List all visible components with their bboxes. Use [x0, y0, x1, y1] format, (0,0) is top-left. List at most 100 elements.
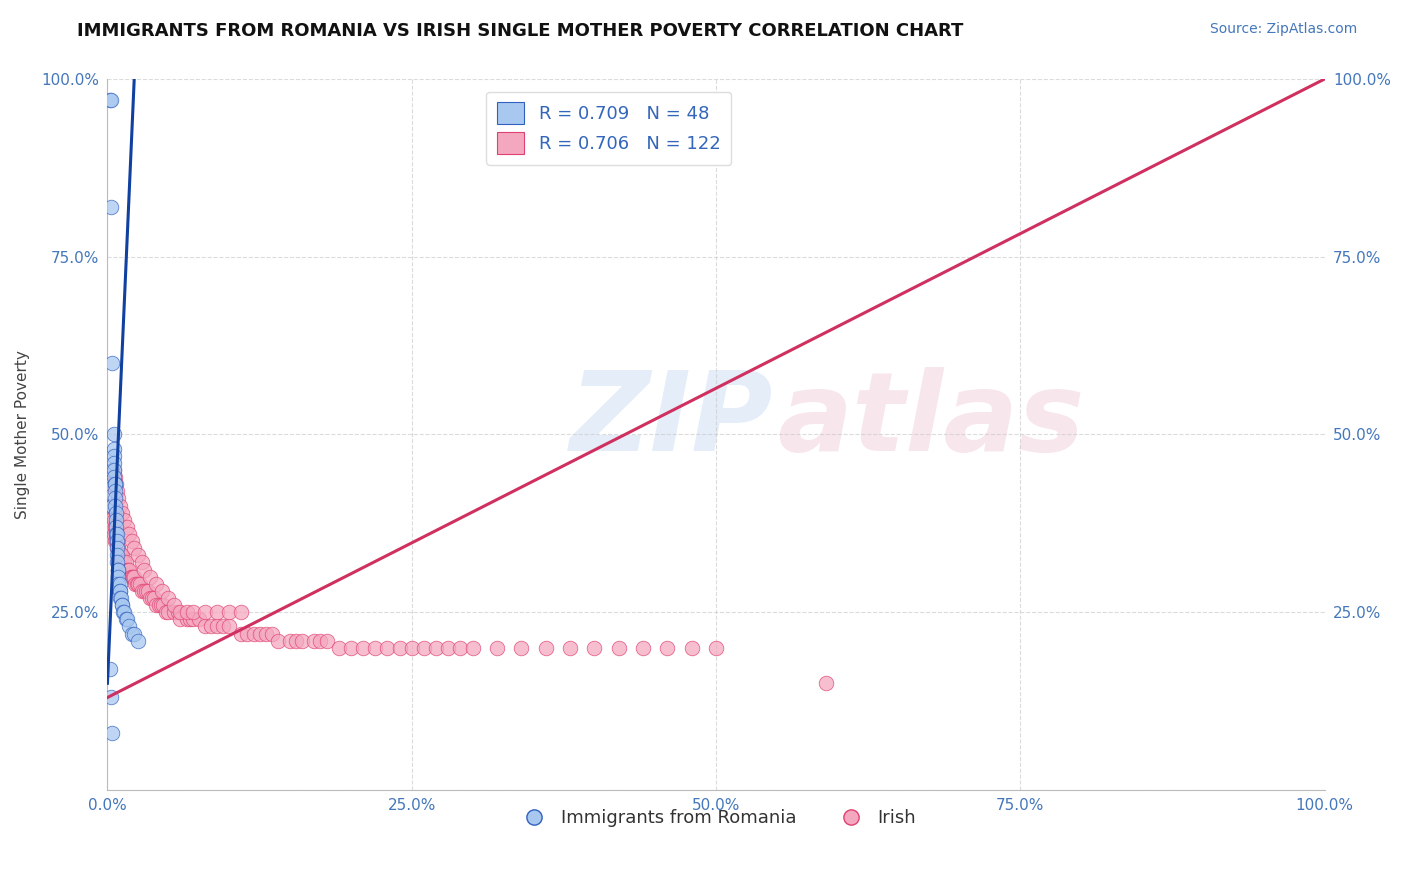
Point — [114, 513, 136, 527]
Point — [104, 534, 127, 549]
Point — [104, 477, 127, 491]
Text: Source: ZipAtlas.com: Source: ZipAtlas.com — [1209, 22, 1357, 37]
Point — [132, 562, 155, 576]
Point — [98, 93, 121, 107]
Point — [114, 605, 136, 619]
Point — [107, 576, 129, 591]
Point — [131, 556, 153, 570]
Point — [122, 569, 145, 583]
Point — [104, 534, 127, 549]
Point — [425, 640, 447, 655]
Point — [107, 562, 129, 576]
Point — [254, 626, 277, 640]
Point — [127, 549, 149, 563]
Point — [115, 562, 138, 576]
Point — [657, 640, 679, 655]
Point — [131, 583, 153, 598]
Point — [148, 598, 170, 612]
Text: IMMIGRANTS FROM ROMANIA VS IRISH SINGLE MOTHER POVERTY CORRELATION CHART: IMMIGRANTS FROM ROMANIA VS IRISH SINGLE … — [77, 22, 963, 40]
Point — [108, 576, 131, 591]
Point — [104, 470, 127, 484]
Point — [104, 527, 127, 541]
Point — [212, 619, 235, 633]
Point — [122, 626, 145, 640]
Point — [105, 556, 128, 570]
Point — [304, 633, 326, 648]
Point — [107, 562, 129, 576]
Point — [103, 527, 125, 541]
Y-axis label: Single Mother Poverty: Single Mother Poverty — [15, 350, 30, 519]
Point — [112, 556, 135, 570]
Point — [437, 640, 460, 655]
Point — [583, 640, 606, 655]
Point — [122, 541, 145, 556]
Point — [157, 591, 180, 605]
Point — [179, 612, 201, 626]
Point — [218, 619, 240, 633]
Point — [101, 463, 124, 477]
Point — [107, 541, 129, 556]
Point — [163, 598, 186, 612]
Point — [117, 562, 139, 576]
Point — [231, 626, 253, 640]
Point — [163, 605, 186, 619]
Point — [104, 499, 127, 513]
Point — [101, 499, 124, 513]
Point — [104, 513, 127, 527]
Point — [104, 477, 127, 491]
Point — [231, 605, 253, 619]
Point — [607, 640, 630, 655]
Point — [681, 640, 703, 655]
Point — [104, 477, 127, 491]
Point — [107, 541, 129, 556]
Point — [110, 549, 132, 563]
Legend: Immigrants from Romania, Irish: Immigrants from Romania, Irish — [509, 802, 924, 834]
Point — [449, 640, 471, 655]
Point — [103, 442, 125, 456]
Point — [120, 569, 142, 583]
Point — [200, 619, 222, 633]
Point — [139, 591, 162, 605]
Point — [558, 640, 581, 655]
Point — [236, 626, 259, 640]
Point — [111, 506, 134, 520]
Point — [104, 527, 127, 541]
Point — [103, 463, 125, 477]
Point — [377, 640, 399, 655]
Point — [100, 690, 122, 705]
Point — [100, 477, 122, 491]
Point — [118, 619, 141, 633]
Point — [105, 541, 128, 556]
Point — [105, 484, 128, 499]
Point — [103, 470, 125, 484]
Point — [104, 506, 127, 520]
Point — [194, 619, 217, 633]
Point — [141, 591, 163, 605]
Point — [111, 549, 134, 563]
Point — [101, 726, 124, 740]
Point — [105, 527, 128, 541]
Point — [100, 200, 122, 214]
Point — [114, 556, 136, 570]
Point — [187, 612, 209, 626]
Point — [534, 640, 557, 655]
Point — [461, 640, 484, 655]
Point — [100, 93, 122, 107]
Point — [155, 605, 177, 619]
Point — [364, 640, 387, 655]
Point — [152, 598, 174, 612]
Point — [111, 598, 134, 612]
Point — [121, 626, 143, 640]
Point — [108, 549, 131, 563]
Point — [100, 513, 122, 527]
Point — [267, 633, 290, 648]
Point — [101, 520, 124, 534]
Point — [108, 591, 131, 605]
Point — [103, 513, 125, 527]
Point — [309, 633, 332, 648]
Point — [242, 626, 264, 640]
Point — [108, 549, 131, 563]
Point — [114, 612, 136, 626]
Point — [814, 676, 837, 690]
Point — [315, 633, 337, 648]
